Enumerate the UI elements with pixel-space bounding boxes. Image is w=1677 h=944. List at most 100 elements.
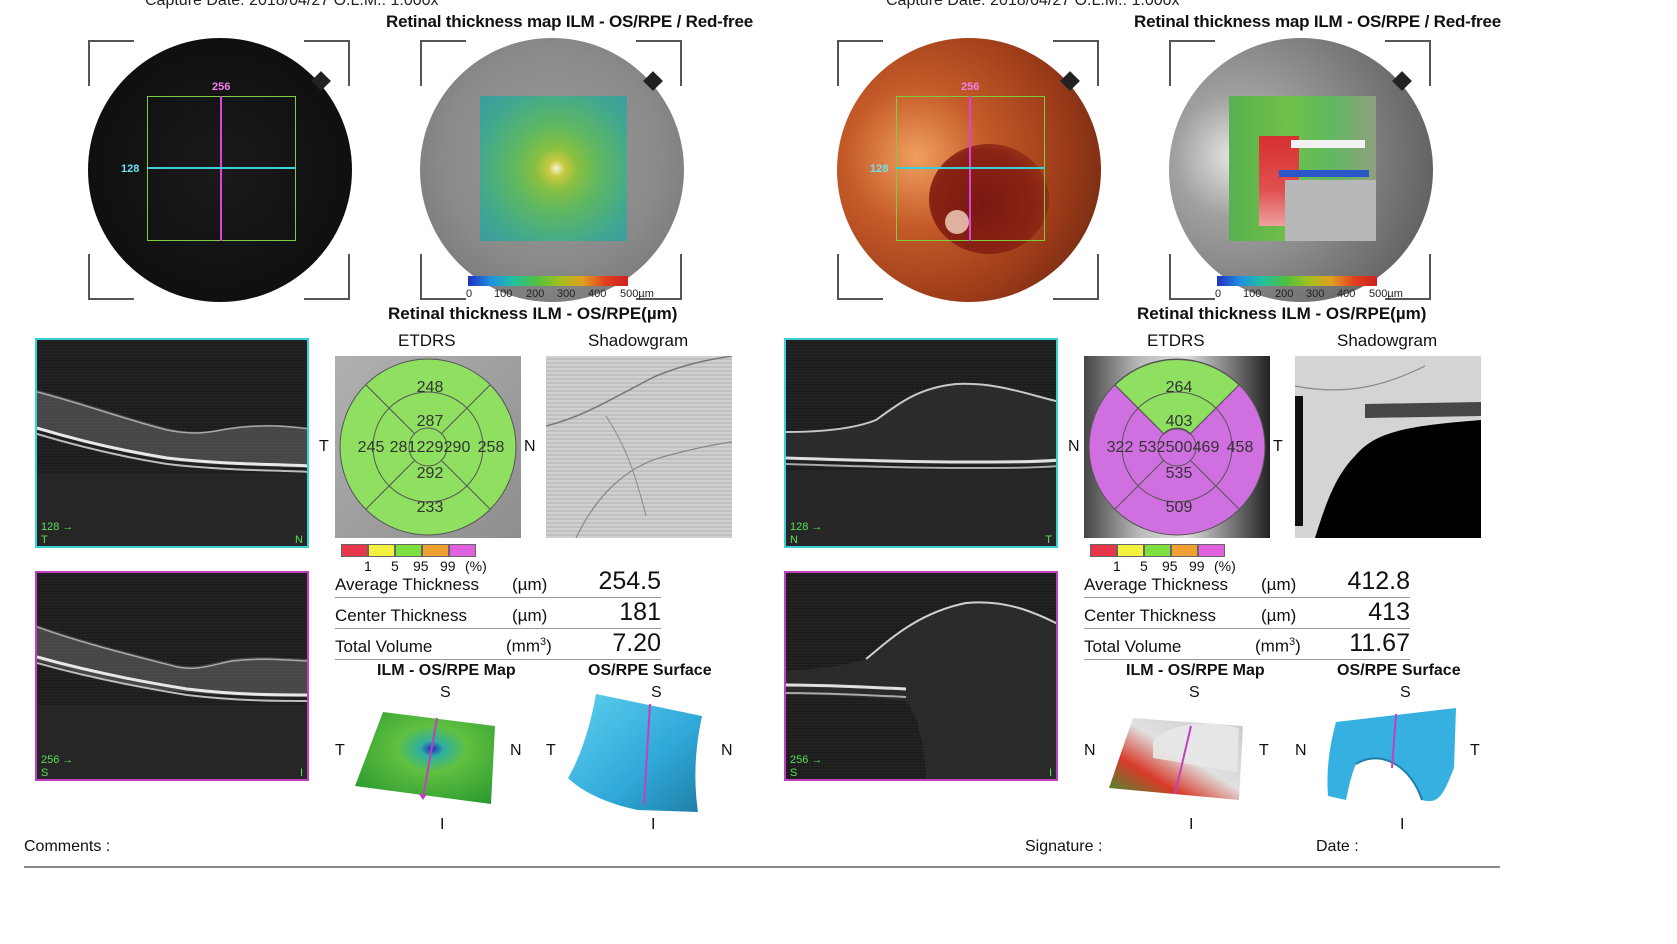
total-volume-value: 7.20 (612, 629, 661, 657)
measure-unit-close: ) (546, 637, 552, 656)
measure-unit-exponent: 3 (539, 636, 547, 649)
os-rpe-surface[interactable] (1322, 708, 1456, 808)
os-rpe-surface[interactable] (568, 694, 702, 816)
frame-corner (88, 40, 134, 86)
color-fundus-image (837, 38, 1101, 302)
legend-label: 95 (413, 558, 429, 574)
colorbar-tick: 300 (1306, 288, 1325, 300)
frame-corner (1169, 40, 1215, 86)
scan-dir-left: T (41, 534, 48, 546)
etdrs-outer-temporal: 322 (1106, 439, 1134, 456)
scan-dir-left: N (790, 534, 798, 546)
legend-swatch-magenta (449, 544, 476, 557)
measure-unit-close: ) (1295, 637, 1301, 656)
scan-arrow: → (811, 754, 823, 766)
thickness-overlay (1229, 96, 1376, 241)
frame-corner (636, 40, 682, 86)
legend-swatch-green (1144, 544, 1171, 557)
horizontal-scan-line[interactable] (147, 167, 296, 169)
measure-label: Total Volume (1084, 637, 1182, 656)
etdrs-grid[interactable]: 264 403 322 532 500 469 458 535 509 (1084, 356, 1270, 538)
thickness-overlay (480, 96, 627, 241)
total-volume-value: 11.67 (1349, 629, 1410, 657)
legend-swatch-yellow (1117, 544, 1144, 557)
ilm-map-title: ILM - OS/RPE Map (377, 662, 516, 679)
pale-spot (945, 210, 969, 234)
etdrs-center: 500 (1165, 439, 1193, 456)
average-thickness-row: Average Thickness (µm) 412.8 (1084, 567, 1410, 598)
horizontal-scan-number: 128 (870, 163, 889, 175)
no-data-region (1285, 180, 1376, 241)
scan-dir-left: S (790, 767, 798, 779)
etdrs-inner-superior: 403 (1165, 413, 1193, 430)
etdrs-grid[interactable]: 248 287 245 281 229 290 258 292 233 (335, 356, 521, 538)
colorbar-tick: 400 (1337, 288, 1356, 300)
map-dir-superior: S (440, 684, 451, 701)
legend-swatch-green (395, 544, 422, 557)
etdrs-outer-superior: 264 (1165, 379, 1193, 396)
ilm-3d-map[interactable] (355, 708, 495, 808)
colorbar-tick: 500µm (620, 288, 654, 300)
thickness-map-title: Retinal thickness map ILM - OS/RPE / Red… (386, 12, 753, 31)
shadowgram-image[interactable] (546, 356, 732, 538)
oct-bscan-horizontal[interactable]: 128 → T N (35, 338, 309, 548)
oct-bscan-horizontal[interactable]: 128 → N T (784, 338, 1058, 548)
etdrs-outer-nasal: 458 (1226, 439, 1254, 456)
comments-label: Comments : (24, 838, 111, 855)
thickness-colorbar (1217, 276, 1377, 286)
frame-corner (837, 40, 883, 86)
frame-corner (1385, 254, 1431, 300)
average-thickness-row: Average Thickness (µm) 254.5 (335, 567, 661, 598)
frame-corner (420, 254, 466, 300)
shadowgram-title: Shadowgram (1337, 331, 1438, 350)
ilm-3d-map[interactable] (1109, 712, 1243, 804)
surface-dir-left: N (1295, 742, 1307, 759)
signature-label: Signature : (1025, 838, 1103, 855)
legend-label: 99 (440, 558, 456, 574)
etdrs-rings (339, 358, 517, 536)
frame-corner (837, 254, 883, 300)
vertical-scan-number: 256 (961, 81, 980, 93)
surface-dir-inferior: I (1400, 816, 1405, 833)
right-eye-panel: Capture Date: 2018/04/27 O.L.M.: 1.000x … (784, 0, 1630, 944)
legend-swatch-orange (1171, 544, 1198, 557)
etdrs-outer-temporal: 245 (357, 439, 385, 456)
legend-swatch-orange (422, 544, 449, 557)
etdrs-inner-inferior: 535 (1165, 465, 1193, 482)
thick-region (1291, 140, 1365, 148)
horizontal-scan-line[interactable] (896, 167, 1045, 169)
shadowgram-image[interactable] (1295, 356, 1481, 538)
etdrs-side-right: N (524, 438, 536, 455)
frame-corner (88, 254, 134, 300)
legend-swatch-red (1090, 544, 1117, 557)
shadowgram-title: Shadowgram (588, 331, 689, 350)
legend-swatch-yellow (368, 544, 395, 557)
oct-bscan-vertical[interactable]: 256 → S I (35, 571, 309, 781)
colorbar-tick: 0 (1215, 288, 1222, 300)
oct-bscan-vertical[interactable]: 256 → S I (784, 571, 1058, 781)
surface-dir-inferior: I (651, 816, 656, 833)
surface-dir-right: N (721, 742, 733, 759)
etdrs-side-left: N (1068, 438, 1080, 455)
measure-unit: (mm (506, 637, 540, 656)
surface-dir-left: T (546, 742, 556, 759)
surface-title: OS/RPE Surface (588, 662, 712, 679)
retina-layers (37, 625, 307, 779)
map-dir-superior: S (1189, 684, 1200, 701)
colorbar-tick: 400 (588, 288, 607, 300)
thickness-section-title: Retinal thickness ILM - OS/RPE(µm) (388, 304, 678, 323)
scan-number: 128 (41, 521, 60, 533)
scan-arrow: → (62, 754, 74, 766)
etdrs-outer-nasal: 258 (477, 439, 505, 456)
etdrs-center: 229 (416, 439, 444, 456)
measure-unit: (µm) (1261, 575, 1297, 594)
etdrs-inner-superior: 287 (416, 413, 444, 430)
measure-unit: (µm) (1261, 606, 1297, 625)
frame-corner (1385, 40, 1431, 86)
capture-date: Capture Date: 2018/04/27 O.L.M.: 1.000x (145, 0, 439, 9)
etdrs-inner-temporal: 532 (1138, 439, 1166, 456)
etdrs-rings (1088, 358, 1266, 536)
surface-dir-superior: S (651, 684, 662, 701)
frame-corner (636, 254, 682, 300)
scan-dir-left: S (41, 767, 49, 779)
